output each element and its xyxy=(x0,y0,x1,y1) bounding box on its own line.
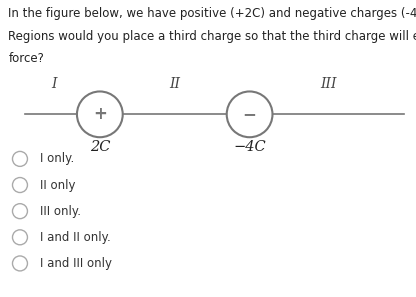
Ellipse shape xyxy=(12,204,27,219)
Text: II only: II only xyxy=(40,178,75,192)
Text: force?: force? xyxy=(8,52,44,65)
Text: I: I xyxy=(51,77,57,91)
Ellipse shape xyxy=(12,256,27,271)
Text: III only.: III only. xyxy=(40,205,81,218)
Text: I and III only: I and III only xyxy=(40,257,111,270)
Text: I and II only.: I and II only. xyxy=(40,231,110,244)
Text: In the figure below, we have positive (+2C) and negative charges (-4C). In which: In the figure below, we have positive (+… xyxy=(8,7,416,20)
Text: 2C: 2C xyxy=(89,140,110,154)
Text: II: II xyxy=(169,77,180,91)
Text: I only.: I only. xyxy=(40,152,74,165)
Ellipse shape xyxy=(77,91,123,137)
Text: −: − xyxy=(243,105,257,123)
Ellipse shape xyxy=(12,230,27,245)
Text: +: + xyxy=(93,105,107,123)
Ellipse shape xyxy=(12,178,27,192)
Text: III: III xyxy=(320,77,337,91)
Text: Regions would you place a third charge so that the third charge will experience : Regions would you place a third charge s… xyxy=(8,30,416,43)
Ellipse shape xyxy=(227,91,272,137)
Ellipse shape xyxy=(12,151,27,166)
Text: −4C: −4C xyxy=(233,140,266,154)
